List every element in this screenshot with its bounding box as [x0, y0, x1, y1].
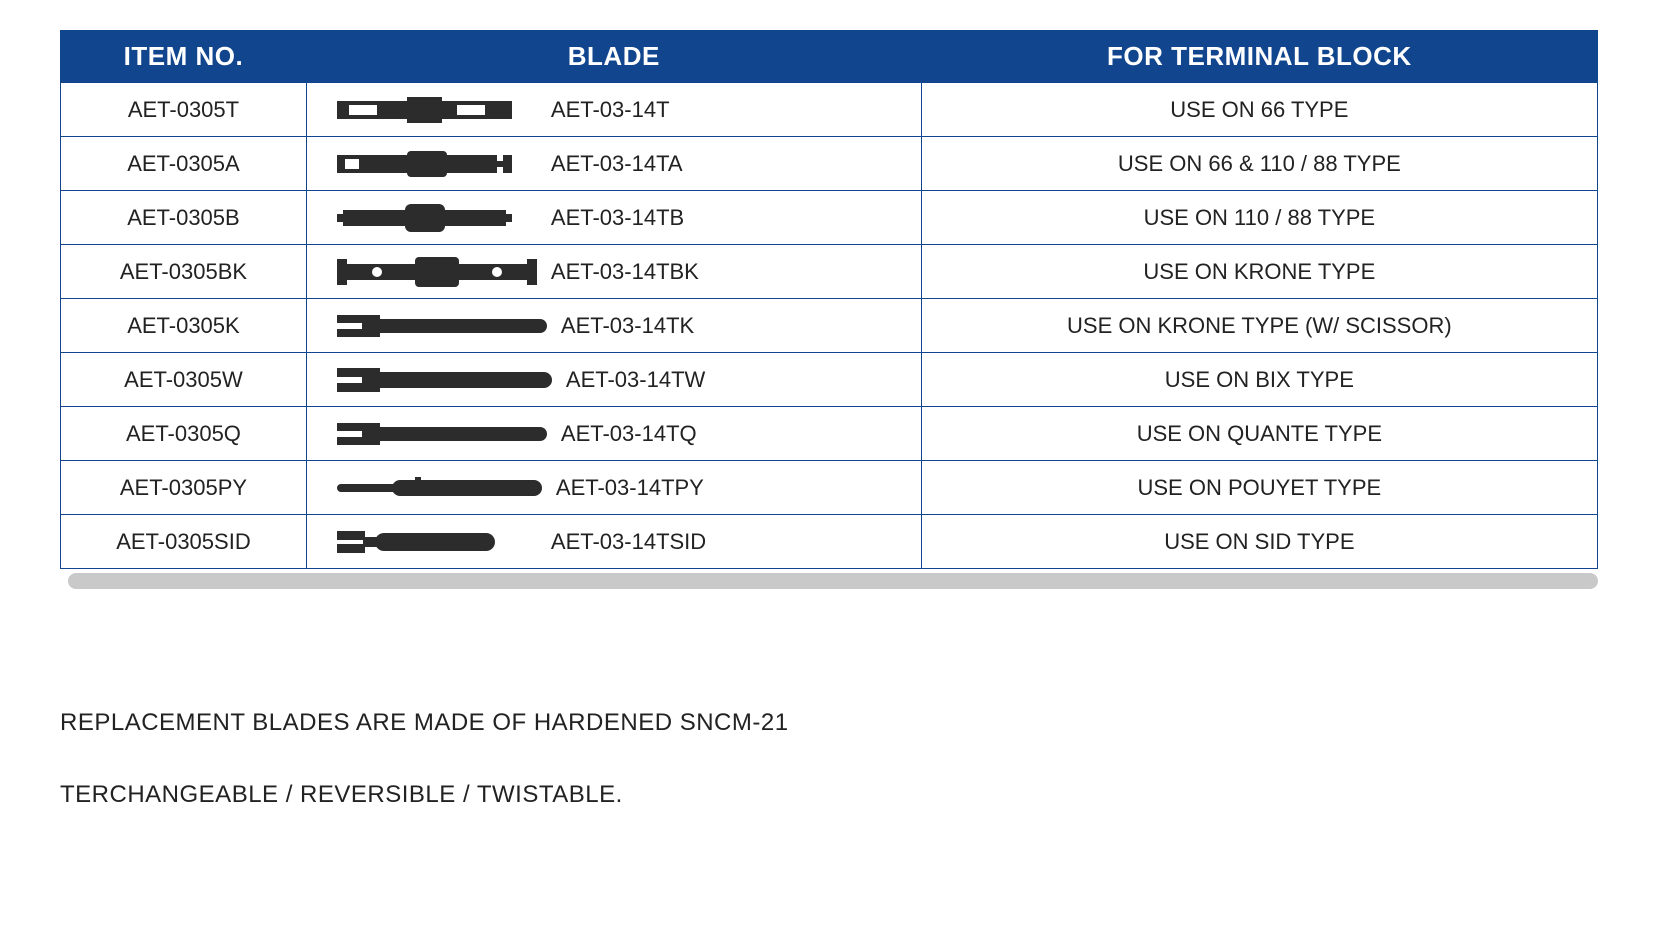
cell-blade: AET-03-14TBK	[306, 245, 921, 299]
cell-terminal: USE ON 110 / 88 TYPE	[921, 191, 1597, 245]
blade-shape-icon	[337, 147, 537, 181]
blade-label: AET-03-14TBK	[551, 259, 911, 285]
table-row: AET-0305K AET-03-14TK USE ON KRONE TYPE (…	[61, 299, 1598, 353]
blade-label: AET-03-14TK	[561, 313, 911, 339]
cell-item-no: AET-0305SID	[61, 515, 307, 569]
scroll-shadow-bar	[68, 573, 1598, 589]
cell-item-no: AET-0305B	[61, 191, 307, 245]
notes-section: REPLACEMENT BLADES ARE MADE OF HARDENED …	[60, 709, 1598, 809]
blade-shape-icon	[337, 93, 537, 127]
cell-blade: AET-03-14TK	[306, 299, 921, 353]
header-item-no: ITEM NO.	[61, 31, 307, 83]
blade-label: AET-03-14TSID	[551, 529, 911, 555]
blade-shape-icon	[337, 525, 537, 559]
blade-table-container: ITEM NO. BLADE FOR TERMINAL BLOCK AET-03…	[60, 30, 1598, 589]
cell-blade: AET-03-14TA	[306, 137, 921, 191]
note-line-1: REPLACEMENT BLADES ARE MADE OF HARDENED …	[60, 709, 1598, 737]
cell-item-no: AET-0305PY	[61, 461, 307, 515]
blade-shape-icon	[337, 201, 537, 235]
blade-label: AET-03-14TB	[551, 205, 911, 231]
table-row: AET-0305PY AET-03-14TPY USE ON POUYET TYP…	[61, 461, 1598, 515]
cell-terminal: USE ON 66 TYPE	[921, 83, 1597, 137]
table-row: AET-0305B AET-03-14TB USE ON 110 / 88 TYP…	[61, 191, 1598, 245]
blade-label: AET-03-14TPY	[556, 475, 911, 501]
table-row: AET-0305W AET-03-14TW USE ON BIX TYPE	[61, 353, 1598, 407]
blade-shape-icon	[337, 309, 547, 343]
cell-item-no: AET-0305A	[61, 137, 307, 191]
cell-blade: AET-03-14TSID	[306, 515, 921, 569]
cell-terminal: USE ON BIX TYPE	[921, 353, 1597, 407]
table-row: AET-0305SID AET-03-14TSID USE ON SID TYPE	[61, 515, 1598, 569]
blade-table: ITEM NO. BLADE FOR TERMINAL BLOCK AET-03…	[60, 30, 1598, 569]
cell-terminal: USE ON QUANTE TYPE	[921, 407, 1597, 461]
cell-item-no: AET-0305W	[61, 353, 307, 407]
blade-shape-icon	[337, 471, 542, 505]
cell-terminal: USE ON SID TYPE	[921, 515, 1597, 569]
cell-blade: AET-03-14TPY	[306, 461, 921, 515]
cell-terminal: USE ON KRONE TYPE	[921, 245, 1597, 299]
cell-item-no: AET-0305T	[61, 83, 307, 137]
cell-item-no: AET-0305K	[61, 299, 307, 353]
cell-blade: AET-03-14T	[306, 83, 921, 137]
cell-item-no: AET-0305BK	[61, 245, 307, 299]
table-row: AET-0305Q AET-03-14TQ USE ON QUANTE TYPE	[61, 407, 1598, 461]
cell-terminal: USE ON POUYET TYPE	[921, 461, 1597, 515]
header-terminal: FOR TERMINAL BLOCK	[921, 31, 1597, 83]
cell-item-no: AET-0305Q	[61, 407, 307, 461]
table-row: AET-0305BK AET-03-14TBK USE ON KRONE TYPE	[61, 245, 1598, 299]
note-line-2: TERCHANGEABLE / REVERSIBLE / TWISTABLE.	[60, 781, 1598, 809]
cell-blade: AET-03-14TB	[306, 191, 921, 245]
header-blade: BLADE	[306, 31, 921, 83]
cell-blade: AET-03-14TW	[306, 353, 921, 407]
table-row: AET-0305T AET-03-14T USE ON 66 TYPE	[61, 83, 1598, 137]
cell-blade: AET-03-14TQ	[306, 407, 921, 461]
blade-shape-icon	[337, 363, 552, 397]
blade-label: AET-03-14T	[551, 97, 911, 123]
blade-label: AET-03-14TQ	[561, 421, 911, 447]
cell-terminal: USE ON 66 & 110 / 88 TYPE	[921, 137, 1597, 191]
blade-label: AET-03-14TA	[551, 151, 911, 177]
blade-shape-icon	[337, 417, 547, 451]
table-row: AET-0305A AET-03-14TA USE ON 66 & 110 / 8…	[61, 137, 1598, 191]
cell-terminal: USE ON KRONE TYPE (W/ SCISSOR)	[921, 299, 1597, 353]
header-row: ITEM NO. BLADE FOR TERMINAL BLOCK	[61, 31, 1598, 83]
blade-shape-icon	[337, 255, 537, 289]
blade-label: AET-03-14TW	[566, 367, 911, 393]
